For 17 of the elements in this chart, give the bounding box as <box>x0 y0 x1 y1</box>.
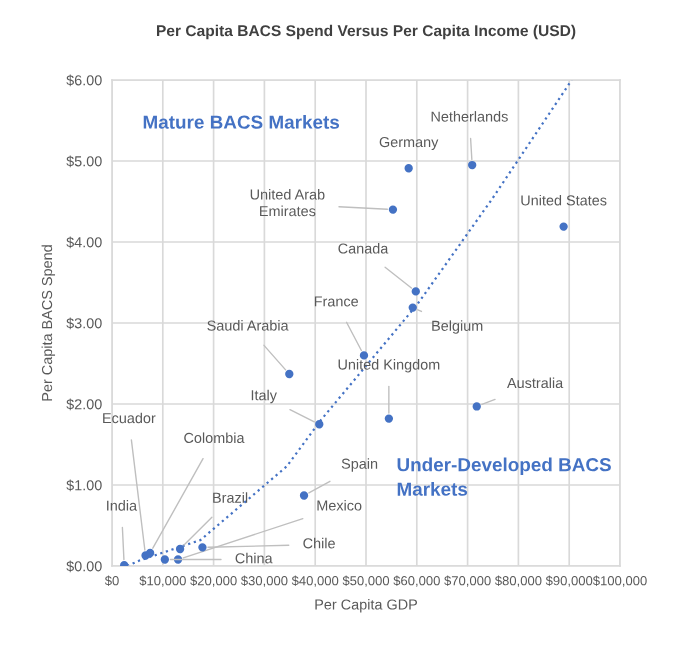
point <box>472 402 481 411</box>
point <box>285 369 294 379</box>
point <box>388 205 398 214</box>
point <box>299 491 309 500</box>
point <box>468 160 477 170</box>
point <box>411 287 420 296</box>
point <box>198 543 207 552</box>
point <box>384 414 394 423</box>
annotation: Mature BACS Markets <box>143 114 340 129</box>
point <box>145 548 155 558</box>
point <box>160 555 169 564</box>
point <box>408 303 417 312</box>
point <box>315 420 324 429</box>
point <box>404 164 413 173</box>
point <box>175 544 185 554</box>
point <box>559 222 568 231</box>
annotation: Under-Developed BACS Markets <box>397 457 611 496</box>
